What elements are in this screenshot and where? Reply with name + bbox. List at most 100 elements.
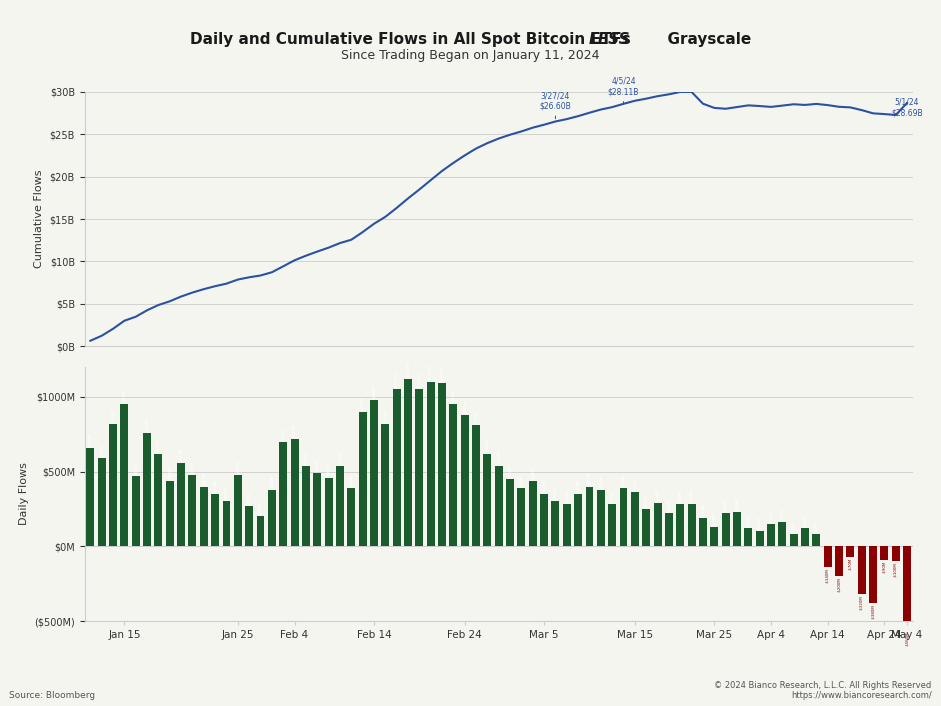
Text: $756M: $756M (145, 419, 149, 432)
Text: $820M: $820M (383, 409, 388, 422)
Text: $380M: $380M (598, 475, 603, 489)
Bar (551, 501, 559, 546)
Bar (881, 546, 888, 560)
Text: $250M: $250M (645, 494, 648, 508)
Bar (892, 546, 900, 561)
Text: $473M: $473M (134, 461, 137, 474)
Bar (665, 513, 673, 546)
Bar (529, 481, 536, 546)
Text: $380M: $380M (270, 475, 274, 489)
Bar (722, 513, 729, 546)
Y-axis label: Daily Flows: Daily Flows (19, 462, 28, 525)
Bar (608, 505, 616, 546)
Text: $100M: $100M (758, 517, 761, 530)
Bar (858, 546, 866, 594)
Text: 4/5/24
$28.11B: 4/5/24 $28.11B (608, 77, 639, 104)
Bar (744, 528, 752, 546)
Bar (450, 404, 457, 546)
Bar (222, 501, 231, 546)
Bar (177, 462, 185, 546)
Bar (246, 506, 253, 546)
Text: -$560M: -$560M (905, 631, 909, 646)
Bar (642, 509, 650, 546)
Bar (778, 522, 787, 546)
Text: $620M: $620M (156, 439, 160, 453)
Text: $439M: $439M (167, 466, 172, 479)
Bar (630, 493, 639, 546)
Bar (495, 465, 502, 546)
Text: $300M: $300M (553, 487, 557, 501)
Text: $120M: $120M (803, 514, 807, 527)
Text: $950M: $950M (452, 390, 455, 403)
Bar (109, 424, 117, 546)
Text: $300M: $300M (225, 487, 229, 501)
Bar (211, 494, 219, 546)
Text: Daily and Cumulative Flows in All Spot Bitcoin ETFs       Grayscale: Daily and Cumulative Flows in All Spot B… (190, 32, 751, 47)
Text: $820M: $820M (111, 409, 115, 422)
Bar (347, 488, 356, 546)
Text: $1090M: $1090M (440, 366, 444, 382)
Text: $460M: $460M (327, 463, 330, 477)
Bar (426, 382, 435, 546)
Bar (756, 532, 763, 546)
Text: $220M: $220M (667, 499, 671, 513)
Text: $480M: $480M (236, 460, 240, 473)
Bar (461, 414, 469, 546)
Text: Daily and Cumulative Flows in All Spot Bitcoin ETFs LESS Grayscale: Daily and Cumulative Flows in All Spot B… (183, 32, 758, 47)
Text: $810M: $810M (474, 411, 478, 424)
Bar (154, 453, 163, 546)
Text: $280M: $280M (565, 490, 568, 503)
Bar (812, 534, 821, 546)
Bar (234, 474, 242, 546)
Text: -$140M: -$140M (825, 568, 830, 583)
Bar (789, 534, 798, 546)
Text: -$90M: -$90M (883, 561, 886, 573)
Text: $130M: $130M (712, 513, 716, 526)
Bar (336, 465, 343, 546)
Bar (359, 412, 367, 546)
Text: $400M: $400M (201, 472, 206, 485)
Text: $120M: $120M (746, 514, 750, 527)
Text: $540M: $540M (497, 451, 501, 465)
Y-axis label: Cumulative Flows: Cumulative Flows (34, 170, 44, 268)
Bar (846, 546, 854, 557)
Text: $390M: $390M (349, 474, 353, 487)
Bar (699, 518, 707, 546)
Text: $1120M: $1120M (406, 361, 410, 378)
Bar (199, 486, 208, 546)
Bar (404, 378, 412, 546)
Bar (585, 486, 594, 546)
Bar (619, 488, 628, 546)
Bar (325, 477, 332, 546)
Bar (903, 546, 911, 630)
Bar (257, 515, 264, 546)
Text: $400M: $400M (587, 472, 592, 485)
Bar (87, 448, 94, 546)
Text: $560M: $560M (179, 448, 183, 461)
Bar (710, 527, 718, 546)
Bar (132, 476, 139, 546)
Bar (268, 489, 276, 546)
Bar (677, 505, 684, 546)
Text: 5/1/24
$28.69B: 5/1/24 $28.69B (891, 98, 923, 117)
Text: $80M: $80M (814, 522, 819, 533)
Text: $440M: $440M (531, 466, 534, 479)
Bar (801, 528, 809, 546)
Bar (869, 546, 877, 604)
Text: © 2024 Bianco Research, L.L.C. All Rights Reserved
https://www.biancoresearch.co: © 2024 Bianco Research, L.L.C. All Right… (714, 681, 932, 700)
Bar (166, 481, 174, 546)
Text: $1100M: $1100M (429, 364, 433, 381)
Bar (733, 512, 741, 546)
Bar (188, 475, 197, 546)
Text: 3/27/24
$26.60B: 3/27/24 $26.60B (539, 91, 571, 119)
Text: $190M: $190M (701, 503, 705, 517)
Text: $1050M: $1050M (394, 372, 399, 388)
Bar (472, 425, 480, 546)
Bar (767, 524, 775, 546)
Text: $80M: $80M (791, 522, 796, 533)
Text: $290M: $290M (656, 489, 660, 502)
Bar (120, 404, 128, 546)
Bar (597, 489, 605, 546)
Text: $450M: $450M (508, 465, 512, 478)
Text: $280M: $280M (690, 490, 694, 503)
